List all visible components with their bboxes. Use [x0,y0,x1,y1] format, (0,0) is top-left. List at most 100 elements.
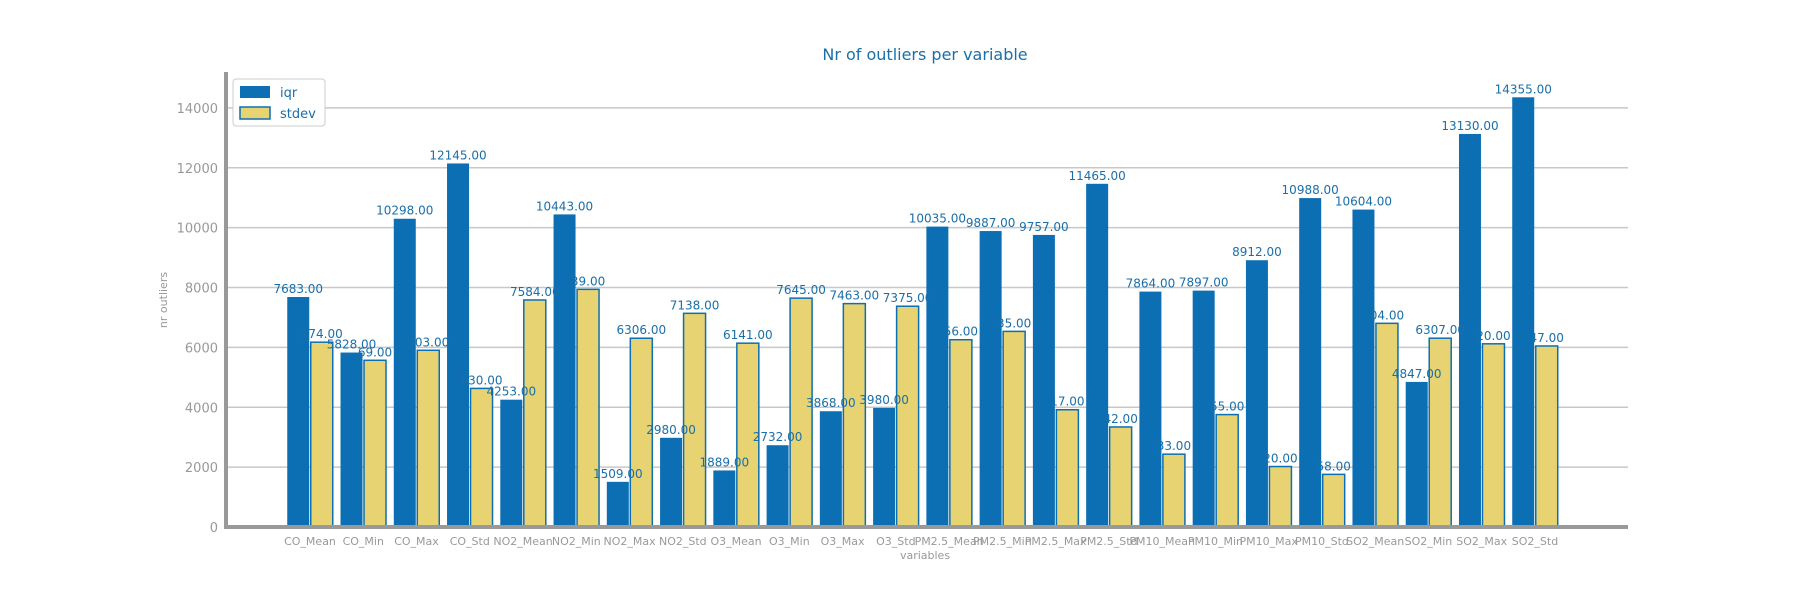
data-label-iqr: 5828.00 [327,338,377,352]
bar-stdev [1215,413,1239,528]
data-label-stdev: 6307.00 [1415,323,1465,337]
chart-title: Nr of outliers per variable [822,45,1027,64]
bar-stdev [576,288,600,528]
data-label-stdev: 55.00 [1210,400,1244,414]
legend-label-iqr: iqr [280,86,298,101]
data-label-stdev: 17.00 [1050,395,1084,409]
data-label-iqr: 2980.00 [646,423,696,437]
data-label-iqr: 10298.00 [376,204,433,218]
bar-iqr [1139,291,1162,527]
x-tick-label: PM10_Mean [1129,535,1195,548]
data-label-stdev: 56.00 [944,325,978,339]
bar-iqr [766,445,789,527]
data-label-iqr: 11465.00 [1069,169,1126,183]
x-tick-label: NO2_Std [659,535,707,548]
bar-iqr [819,411,842,527]
data-label-iqr: 10443.00 [536,199,593,213]
bar-iqr [1192,290,1215,527]
data-label-stdev: 630.00 [461,373,503,387]
x-axis-label: variables [900,549,950,562]
bar-stdev [469,387,494,528]
bar-iqr [1299,198,1322,528]
data-label-iqr: 9757.00 [1019,220,1069,234]
bar-iqr [713,470,736,527]
x-tick-label: CO_Mean [284,535,336,548]
bar-iqr [873,407,896,527]
x-tick-label: PM10_Min [1188,535,1243,548]
x-tick-label: SO2_Min [1405,535,1453,548]
bar-iqr [447,163,470,527]
bar-stdev [682,312,707,528]
data-label-stdev: 33.00 [1157,439,1191,453]
data-label-stdev: 58.00 [1317,459,1351,473]
bar-iqr [1245,260,1268,527]
bar-iqr [393,218,416,528]
data-label-iqr: 7864.00 [1126,277,1176,291]
y-tick-label: 8000 [185,282,218,297]
x-tick-label: SO2_Mean [1346,535,1404,548]
data-label-iqr: 10604.00 [1335,195,1392,209]
data-label-stdev: 174.00 [301,327,343,341]
bar-stdev [1002,330,1026,528]
y-tick-label: 2000 [185,461,218,476]
bar-iqr [606,481,629,527]
data-label-stdev: 20.00 [1476,329,1510,343]
data-label-iqr: 14355.00 [1495,82,1552,96]
x-tick-label: NO2_Mean [493,535,552,548]
data-label-iqr: 10988.00 [1282,183,1339,197]
x-tick-label: NO2_Max [603,535,656,548]
y-tick-label: 14000 [177,102,218,117]
legend-swatch-stdev [239,106,271,120]
x-tick-label: O3_Min [769,535,810,548]
bar-stdev [949,338,973,528]
data-label-iqr: 13130.00 [1441,119,1498,133]
data-label-stdev: 6306.00 [616,323,666,337]
y-axis-label: nr outliers [157,272,170,328]
data-label-stdev: 42.00 [1103,412,1137,426]
x-tick-label: O3_Std [876,535,915,548]
bar-stdev [416,349,441,528]
x-tick-label: PM2.5_Min [973,535,1032,548]
y-tick-label: 12000 [177,162,218,177]
legend-swatch-iqr [240,86,270,98]
data-label-stdev: 7584.00 [510,285,560,299]
x-tick-label: CO_Std [450,535,490,548]
data-label-stdev: 7463.00 [830,289,880,303]
x-tick-label: CO_Max [394,535,439,548]
x-tick-label: PM10_Max [1239,535,1298,548]
bar-iqr [1458,133,1481,528]
data-label-iqr: 10035.00 [909,212,966,226]
data-label-iqr: 4847.00 [1392,367,1442,381]
bar-iqr [660,437,683,527]
data-label-iqr: 3868.00 [806,396,856,410]
data-label-stdev: 6141.00 [723,328,773,342]
data-label-stdev: 7645.00 [776,283,826,297]
bar-stdev [842,302,867,528]
legend-label-stdev: stdev [280,107,316,122]
data-label-stdev: 7138.00 [670,298,720,312]
bar-iqr [1405,381,1428,527]
bar-iqr [979,231,1002,527]
bar-stdev [1268,465,1293,528]
bar-stdev [1108,426,1133,528]
bar-stdev [895,305,920,528]
data-label-iqr: 3980.00 [859,393,909,407]
x-tick-label: PM2.5_Std [1080,535,1137,548]
x-tick-label: NO2_Min [552,535,601,548]
bar-iqr [1512,97,1535,528]
bar-iqr [287,297,310,527]
bar-iqr [340,352,363,527]
bar-stdev [1321,473,1346,528]
x-tick-label: PM10_Std [1295,535,1349,548]
data-label-stdev: 47.00 [1530,331,1564,345]
x-tick-label: O3_Mean [711,535,762,548]
data-label-iqr: 7897.00 [1179,276,1229,290]
data-label-iqr: 1509.00 [593,467,643,481]
bar-stdev [789,297,813,528]
data-label-stdev: 35.00 [997,316,1031,330]
bar-stdev [1055,408,1080,528]
data-label-stdev: 69.00 [358,345,392,359]
